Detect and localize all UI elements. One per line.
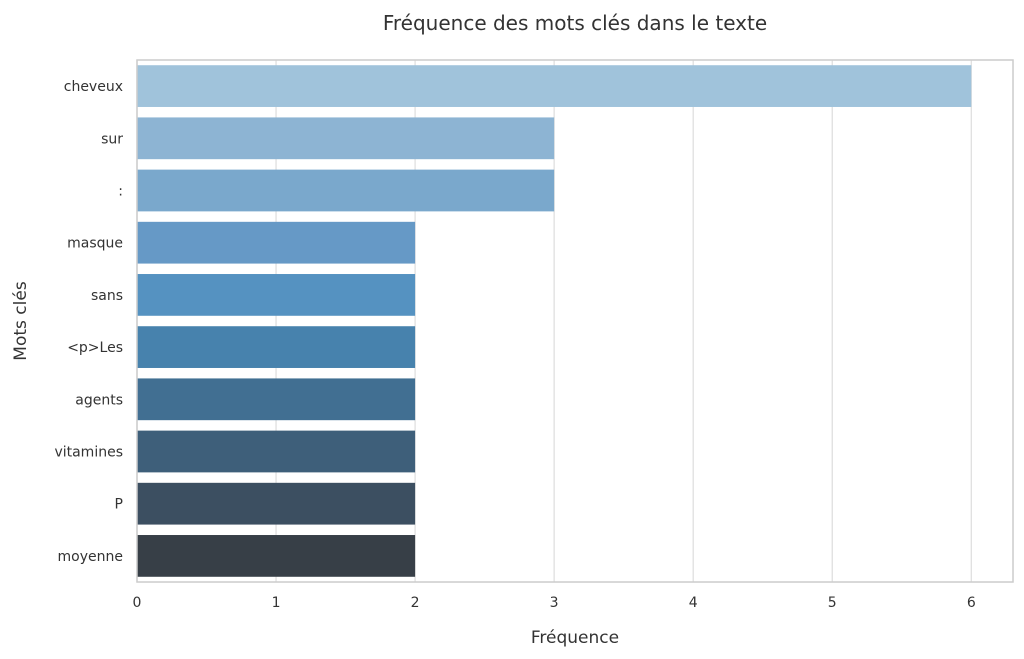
y-tick-label: sans (91, 288, 123, 304)
x-tick-label: 3 (550, 595, 559, 611)
bar (137, 326, 416, 368)
bar (137, 535, 416, 577)
bar (137, 430, 416, 473)
x-axis-label: Fréquence (531, 628, 619, 648)
y-tick-label: : (118, 184, 123, 200)
bar (137, 117, 555, 160)
x-tick-label: 0 (133, 595, 142, 611)
x-tick-label: 6 (967, 595, 976, 611)
y-axis-label: Mots clés (11, 281, 31, 361)
x-tick-labels: 0 1 2 3 4 5 6 (133, 595, 976, 611)
x-tick-label: 1 (272, 595, 281, 611)
y-tick-label: agents (75, 392, 123, 408)
x-tick-label: 5 (828, 595, 837, 611)
chart-title: Fréquence des mots clés dans le texte (383, 11, 767, 35)
y-tick-label: cheveux (64, 79, 123, 95)
y-tick-label: moyenne (58, 549, 123, 565)
bars (137, 65, 972, 577)
bar (137, 221, 416, 264)
bar (137, 378, 416, 421)
y-tick-label: sur (101, 131, 123, 147)
bar (137, 65, 972, 107)
bar (137, 169, 555, 212)
plot-frame (136, 59, 1014, 583)
x-tick-label: 2 (411, 595, 420, 611)
x-tick-label: 4 (689, 595, 698, 611)
bar (137, 482, 416, 525)
y-tick-labels: cheveux sur: masque sans <p>Les agents vitamin… (54, 79, 123, 565)
y-tick-label: <p>Les (67, 340, 123, 356)
y-tick-label: P (115, 497, 123, 513)
y-tick-label: vitamines (54, 445, 123, 461)
bar (137, 274, 416, 316)
y-tick-label: masque (67, 236, 123, 252)
